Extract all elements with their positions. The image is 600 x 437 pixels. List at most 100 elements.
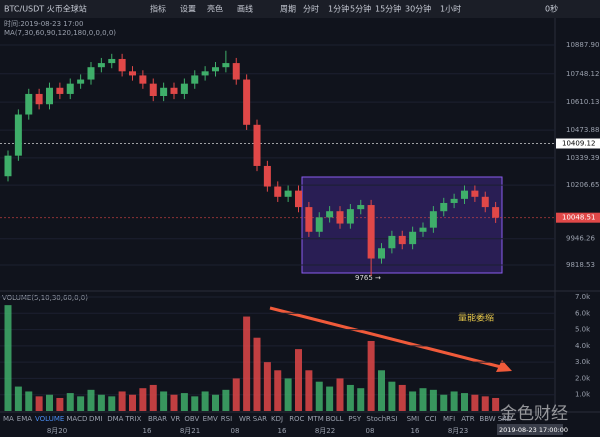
- volume-bar: [336, 378, 344, 411]
- toolbar: [0, 0, 600, 18]
- arrow: [269, 306, 506, 370]
- volume-bar: [284, 378, 292, 411]
- volume-bar: [46, 394, 53, 411]
- volume-bar: [492, 397, 500, 411]
- candle-body: [201, 71, 209, 76]
- toolbar-item: 亮色: [207, 4, 223, 14]
- indicator-tab[interactable]: ATR: [461, 415, 475, 423]
- candle-body: [222, 63, 230, 68]
- y-tick-label: 10473.88: [566, 126, 599, 134]
- y-tick-label: 10748.12: [566, 70, 599, 78]
- candle-body: [56, 87, 64, 94]
- toolbar-item: 周期: [280, 5, 296, 14]
- cursor-time-box: [497, 424, 563, 435]
- candle-body: [295, 190, 302, 208]
- arrow-head: [496, 360, 512, 372]
- candle-body: [336, 211, 344, 224]
- candle-body: [398, 235, 406, 245]
- indicator-tab[interactable]: VOLUME: [35, 415, 64, 423]
- indicator-tab[interactable]: MFI: [443, 415, 455, 423]
- candle-body: [346, 209, 354, 224]
- candle-body: [46, 87, 53, 105]
- candle-body: [77, 79, 85, 84]
- indicator-tab[interactable]: SAR: [253, 415, 267, 423]
- indicator-tab[interactable]: SKD: [498, 415, 512, 423]
- candle-body: [357, 205, 365, 210]
- indicator-tab[interactable]: MACD: [66, 415, 87, 423]
- candle-body: [440, 202, 448, 212]
- price-tag: [556, 212, 600, 223]
- volume-bar: [191, 396, 199, 411]
- toolbar-item: 1分钟: [328, 4, 349, 14]
- price-tag-label: 10048.51: [562, 214, 595, 222]
- volume-bar: [149, 384, 157, 411]
- indicator-tab[interactable]: DMA: [107, 415, 123, 423]
- candle-body: [326, 211, 334, 218]
- volume-bar: [232, 378, 240, 411]
- indicator-tab[interactable]: TRIX: [124, 415, 141, 423]
- indicator-tab[interactable]: CCI: [425, 415, 437, 423]
- indicator-tab[interactable]: RSI: [221, 415, 232, 423]
- volume-label: VOLUME(5,10,30,60,0,0): [2, 294, 88, 302]
- candle-body: [274, 186, 282, 197]
- indicator-tab[interactable]: BRAR: [148, 415, 167, 423]
- candle-body: [170, 87, 178, 94]
- indicator-tab[interactable]: EMV: [203, 415, 218, 423]
- indicator-tab[interactable]: MA: [3, 415, 14, 423]
- price-tag: [556, 138, 600, 149]
- candle-body: [461, 190, 468, 199]
- candle-body: [139, 75, 147, 84]
- candle-body: [450, 198, 458, 203]
- indicator-tab[interactable]: StochRSI: [366, 415, 397, 423]
- indicator-tab[interactable]: VR: [171, 415, 181, 423]
- volume-bar: [346, 384, 354, 411]
- indicator-tab[interactable]: SMI: [407, 415, 420, 423]
- volume-bar: [263, 362, 271, 411]
- candle-body: [419, 227, 427, 232]
- volume-bar: [243, 316, 251, 411]
- candle-body: [232, 63, 240, 80]
- volume-bar: [450, 391, 458, 411]
- indicator-tab[interactable]: KDJ: [271, 415, 283, 423]
- volume-bar: [378, 370, 385, 411]
- indicator-tab[interactable]: OBV: [184, 415, 199, 423]
- volume-bar: [429, 389, 437, 411]
- candle-body: [35, 93, 43, 105]
- toolbar-item: 15分钟: [375, 4, 401, 14]
- volume-bar: [66, 393, 74, 411]
- date-label: 16: [411, 427, 420, 435]
- indicator-tab[interactable]: EMA: [17, 415, 32, 423]
- candle-body: [409, 231, 417, 245]
- indicator-tab[interactable]: WR: [239, 415, 251, 423]
- date-label: 8月23: [448, 427, 468, 435]
- indicator-tab[interactable]: BBW: [479, 415, 495, 423]
- y-tick-label: 10339.39: [566, 154, 599, 162]
- volume-bar: [97, 394, 105, 411]
- indicator-tab[interactable]: PSY: [348, 415, 362, 423]
- volume-bar: [326, 386, 334, 411]
- candle-body: [25, 93, 33, 115]
- volume-bar: [253, 337, 261, 411]
- price-tag-label: 10409.12: [562, 139, 595, 147]
- indicator-tab[interactable]: MTM: [307, 415, 323, 423]
- volume-bar: [56, 397, 64, 411]
- candle-body: [367, 205, 375, 259]
- indicator-tab[interactable]: BOLL: [326, 415, 344, 423]
- cursor-time: 2019-08-23 17:00:00: [499, 426, 568, 434]
- volume-bar: [160, 391, 168, 411]
- volume-bar: [201, 391, 209, 411]
- volume-bar: [398, 384, 406, 411]
- indicator-tab[interactable]: ROC: [289, 415, 304, 423]
- date-label: 8月21: [180, 427, 200, 435]
- toolbar-item: 指标: [150, 4, 166, 14]
- date-label: 8月22: [315, 427, 335, 435]
- candle-body: [315, 217, 323, 232]
- volume-bar: [295, 349, 302, 411]
- indicator-tab[interactable]: DMI: [89, 415, 103, 423]
- volume-bar: [14, 386, 22, 411]
- volume-bar: [481, 396, 489, 411]
- candle-body: [180, 83, 188, 94]
- volume-bar: [388, 381, 396, 411]
- volume-bar: [180, 393, 188, 411]
- volume-bar: [4, 305, 12, 411]
